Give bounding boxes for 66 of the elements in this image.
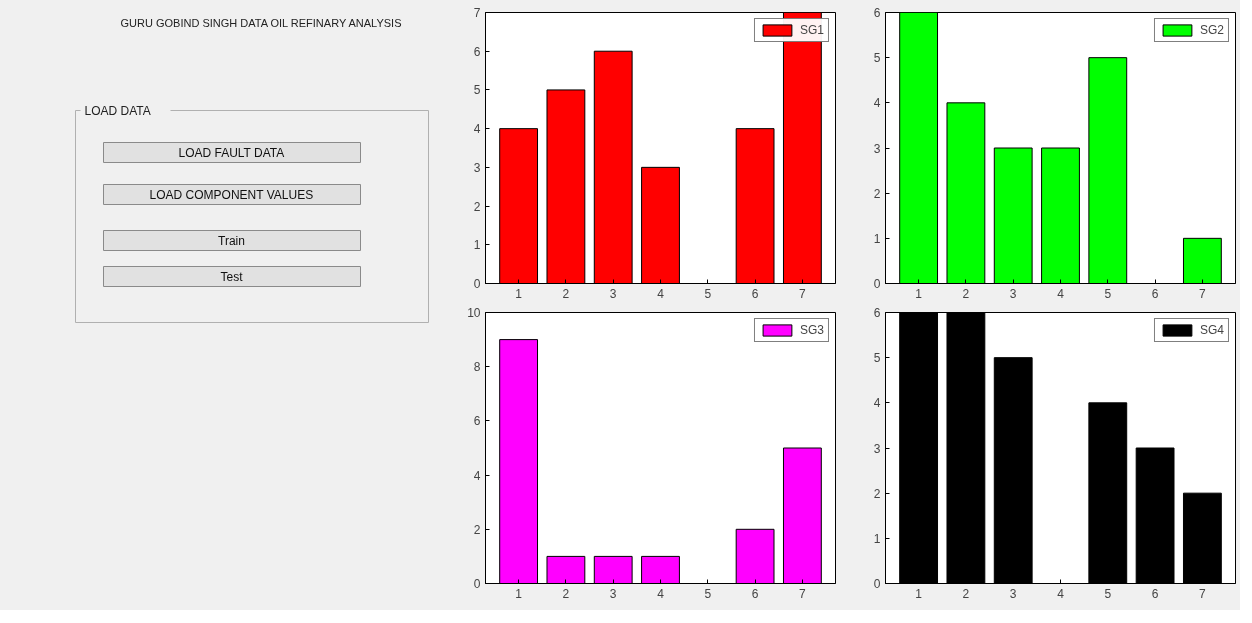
y-tick-label: 2 (473, 522, 481, 537)
y-tick-label: 7 (473, 6, 481, 20)
x-tick-label: 2 (562, 586, 570, 601)
text: Train (218, 233, 245, 248)
x-tick-label: 6 (751, 286, 759, 301)
x-tick-label: 7 (1199, 286, 1207, 301)
y-tick-label: 2 (473, 199, 481, 214)
text: LOAD FAULT DATA (178, 145, 285, 160)
x-tick-label: 5 (704, 286, 712, 301)
y-tick-label: 5 (473, 83, 481, 98)
x-tick-label: 1 (515, 586, 523, 601)
x-tick-label: 7 (799, 586, 807, 601)
x-tick-label: 5 (1104, 286, 1112, 301)
y-tick-label: 4 (473, 122, 481, 137)
x-tick-label: 1 (515, 286, 523, 301)
x-tick-label: 4 (1057, 586, 1065, 601)
x-tick-label: 3 (609, 586, 617, 601)
x-tick-label: 6 (1151, 586, 1159, 601)
y-tick-label: 0 (473, 577, 481, 591)
x-tick-label: 4 (657, 286, 665, 301)
y-tick-label: 4 (873, 96, 881, 111)
y-tick-label: 1 (873, 231, 881, 246)
y-tick-label: 4 (473, 468, 481, 483)
y-tick-label: 1 (473, 238, 481, 253)
y-tick-label: 3 (873, 141, 881, 156)
legend-label: SG3 (799, 323, 824, 337)
y-tick-label: 5 (873, 51, 881, 66)
text: Test (220, 269, 244, 284)
y-tick-label: 6 (873, 6, 881, 20)
y-tick-label: 10 (467, 306, 481, 320)
legend-label: SG2 (1199, 23, 1224, 37)
y-tick-label: 1 (873, 531, 881, 546)
y-tick-label: 6 (473, 414, 481, 429)
y-tick-label: 0 (873, 277, 881, 291)
text: LOAD COMPONENT VALUES (149, 187, 314, 202)
x-tick-label: 5 (1104, 586, 1112, 601)
x-tick-label: 3 (1009, 286, 1017, 301)
x-tick-label: 5 (704, 586, 712, 601)
x-tick-label: 2 (562, 286, 570, 301)
x-tick-label: 7 (799, 286, 807, 301)
x-tick-label: 6 (1151, 286, 1159, 301)
x-tick-label: 4 (1057, 286, 1065, 301)
x-tick-label: 7 (1199, 586, 1207, 601)
text: LOAD DATA (84, 103, 151, 118)
x-tick-label: 3 (1009, 586, 1017, 601)
y-tick-label: 0 (473, 277, 481, 291)
y-tick-label: 3 (473, 160, 481, 175)
x-tick-label: 3 (609, 286, 617, 301)
y-tick-label: 0 (873, 577, 881, 591)
y-tick-label: 2 (873, 486, 881, 501)
legend-label: SG1 (799, 23, 824, 37)
y-tick-label: 3 (873, 441, 881, 456)
text: GURU GOBIND SINGH DATA OIL REFINARY ANALYSIS (120, 16, 402, 29)
x-tick-label: 2 (962, 286, 970, 301)
x-tick-label: 4 (657, 586, 665, 601)
y-tick-label: 6 (473, 44, 481, 59)
y-tick-label: 2 (873, 186, 881, 201)
x-tick-label: 6 (751, 586, 759, 601)
x-tick-label: 2 (962, 586, 970, 601)
y-tick-label: 4 (873, 396, 881, 411)
x-tick-label: 1 (915, 286, 923, 301)
y-tick-label: 6 (873, 306, 881, 320)
x-tick-label: 1 (915, 586, 923, 601)
legend-label: SG4 (1199, 323, 1224, 337)
y-tick-label: 5 (873, 351, 881, 366)
y-tick-label: 8 (473, 360, 481, 375)
